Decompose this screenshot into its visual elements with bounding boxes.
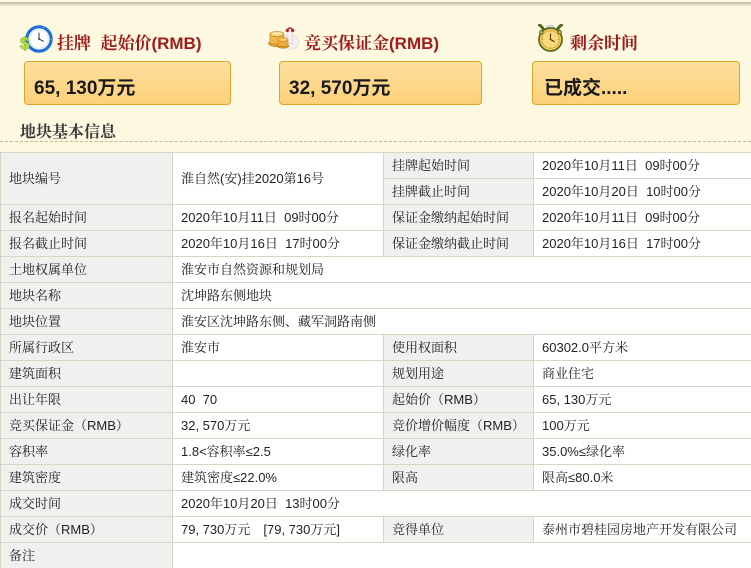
- svg-text:$: $: [20, 34, 30, 53]
